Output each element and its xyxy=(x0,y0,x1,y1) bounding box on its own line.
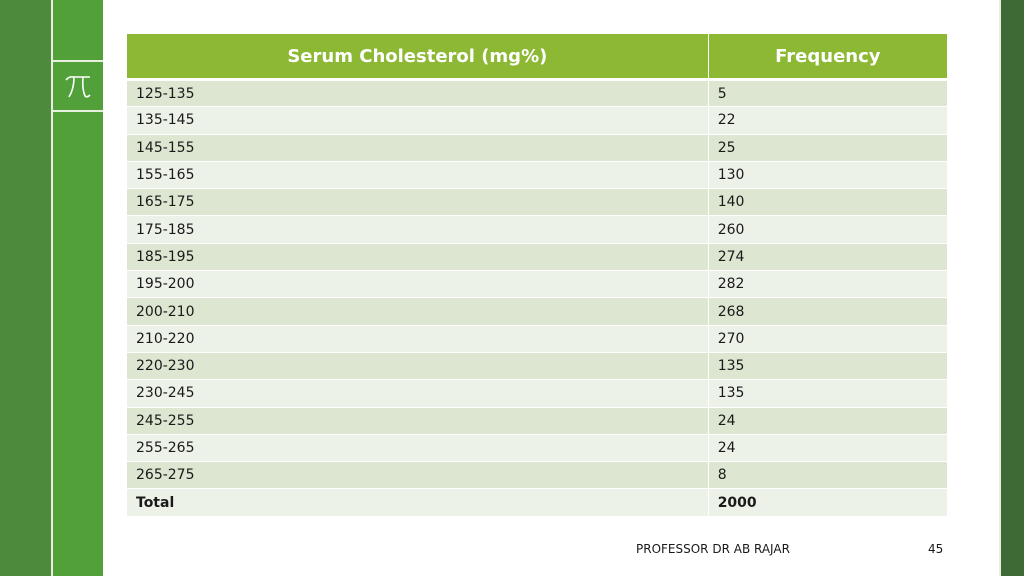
total-value: 2000 xyxy=(708,488,947,517)
table-row: 175-185 260 xyxy=(127,215,947,244)
right-decor-band xyxy=(1001,0,1024,576)
cholesterol-range-cell: 195-200 xyxy=(127,270,709,299)
frequency-cell: 8 xyxy=(708,461,947,490)
cholesterol-range-cell: 185-195 xyxy=(127,243,709,272)
frequency-cell: 270 xyxy=(708,325,947,353)
frequency-cell: 135 xyxy=(708,379,947,408)
pi-logo xyxy=(53,60,103,112)
cholesterol-range-cell: 245-255 xyxy=(127,407,709,435)
cholesterol-range-cell: 125-135 xyxy=(127,79,709,108)
frequency-cell: 22 xyxy=(708,106,947,135)
total-label: Total xyxy=(127,488,709,517)
table-row: 185-195 274 xyxy=(127,243,947,272)
cholesterol-range-cell: 200-210 xyxy=(127,297,709,326)
table-row: 135-145 22 xyxy=(127,106,947,135)
table-row: 155-165 130 xyxy=(127,161,947,190)
table-row: 125-135 5 xyxy=(127,79,947,108)
table-row: 265-275 8 xyxy=(127,461,947,490)
table-row: 210-220 270 xyxy=(127,325,947,353)
table-row: 230-245 135 xyxy=(127,379,947,408)
footer-author: PROFESSOR DR AB RAJAR xyxy=(636,542,790,556)
cholesterol-range-cell: 230-245 xyxy=(127,379,709,408)
frequency-cell: 268 xyxy=(708,297,947,326)
frequency-cell: 5 xyxy=(708,79,947,108)
frequency-cell: 130 xyxy=(708,161,947,190)
cholesterol-range-cell: 220-230 xyxy=(127,352,709,381)
frequency-cell: 24 xyxy=(708,434,947,463)
column-header-cholesterol: Serum Cholesterol (mg%) xyxy=(127,34,709,81)
cholesterol-range-cell: 265-275 xyxy=(127,461,709,490)
left-decor-divider xyxy=(51,0,53,576)
table-row: 165-175 140 xyxy=(127,188,947,217)
frequency-cell: 274 xyxy=(708,243,947,272)
cholesterol-range-cell: 155-165 xyxy=(127,161,709,190)
cholesterol-range-cell: 135-145 xyxy=(127,106,709,135)
table-row: 145-155 25 xyxy=(127,134,947,162)
cholesterol-range-cell: 175-185 xyxy=(127,215,709,244)
column-header-frequency: Frequency xyxy=(708,34,947,81)
cholesterol-range-cell: 210-220 xyxy=(127,325,709,353)
table-row-total: Total 2000 xyxy=(127,488,947,517)
frequency-cell: 282 xyxy=(708,270,947,299)
table-row: 245-255 24 xyxy=(127,407,947,435)
frequency-cell: 24 xyxy=(708,407,947,435)
cholesterol-range-cell: 165-175 xyxy=(127,188,709,217)
table-row: 220-230 135 xyxy=(127,352,947,381)
pi-icon xyxy=(65,76,91,98)
cholesterol-range-cell: 145-155 xyxy=(127,134,709,162)
frequency-cell: 260 xyxy=(708,215,947,244)
left-decor-band-inner xyxy=(53,0,103,576)
right-decor-divider xyxy=(999,0,1001,576)
frequency-cell: 25 xyxy=(708,134,947,162)
frequency-cell: 140 xyxy=(708,188,947,217)
left-decor-band xyxy=(0,0,51,576)
cholesterol-frequency-table: Serum Cholesterol (mg%) Frequency 125-13… xyxy=(127,34,947,517)
page-number: 45 xyxy=(928,542,944,556)
table-row: 200-210 268 xyxy=(127,297,947,326)
table-header-row: Serum Cholesterol (mg%) Frequency xyxy=(127,34,947,81)
frequency-cell: 135 xyxy=(708,352,947,381)
table-row: 255-265 24 xyxy=(127,434,947,463)
cholesterol-range-cell: 255-265 xyxy=(127,434,709,463)
table-row: 195-200 282 xyxy=(127,270,947,299)
